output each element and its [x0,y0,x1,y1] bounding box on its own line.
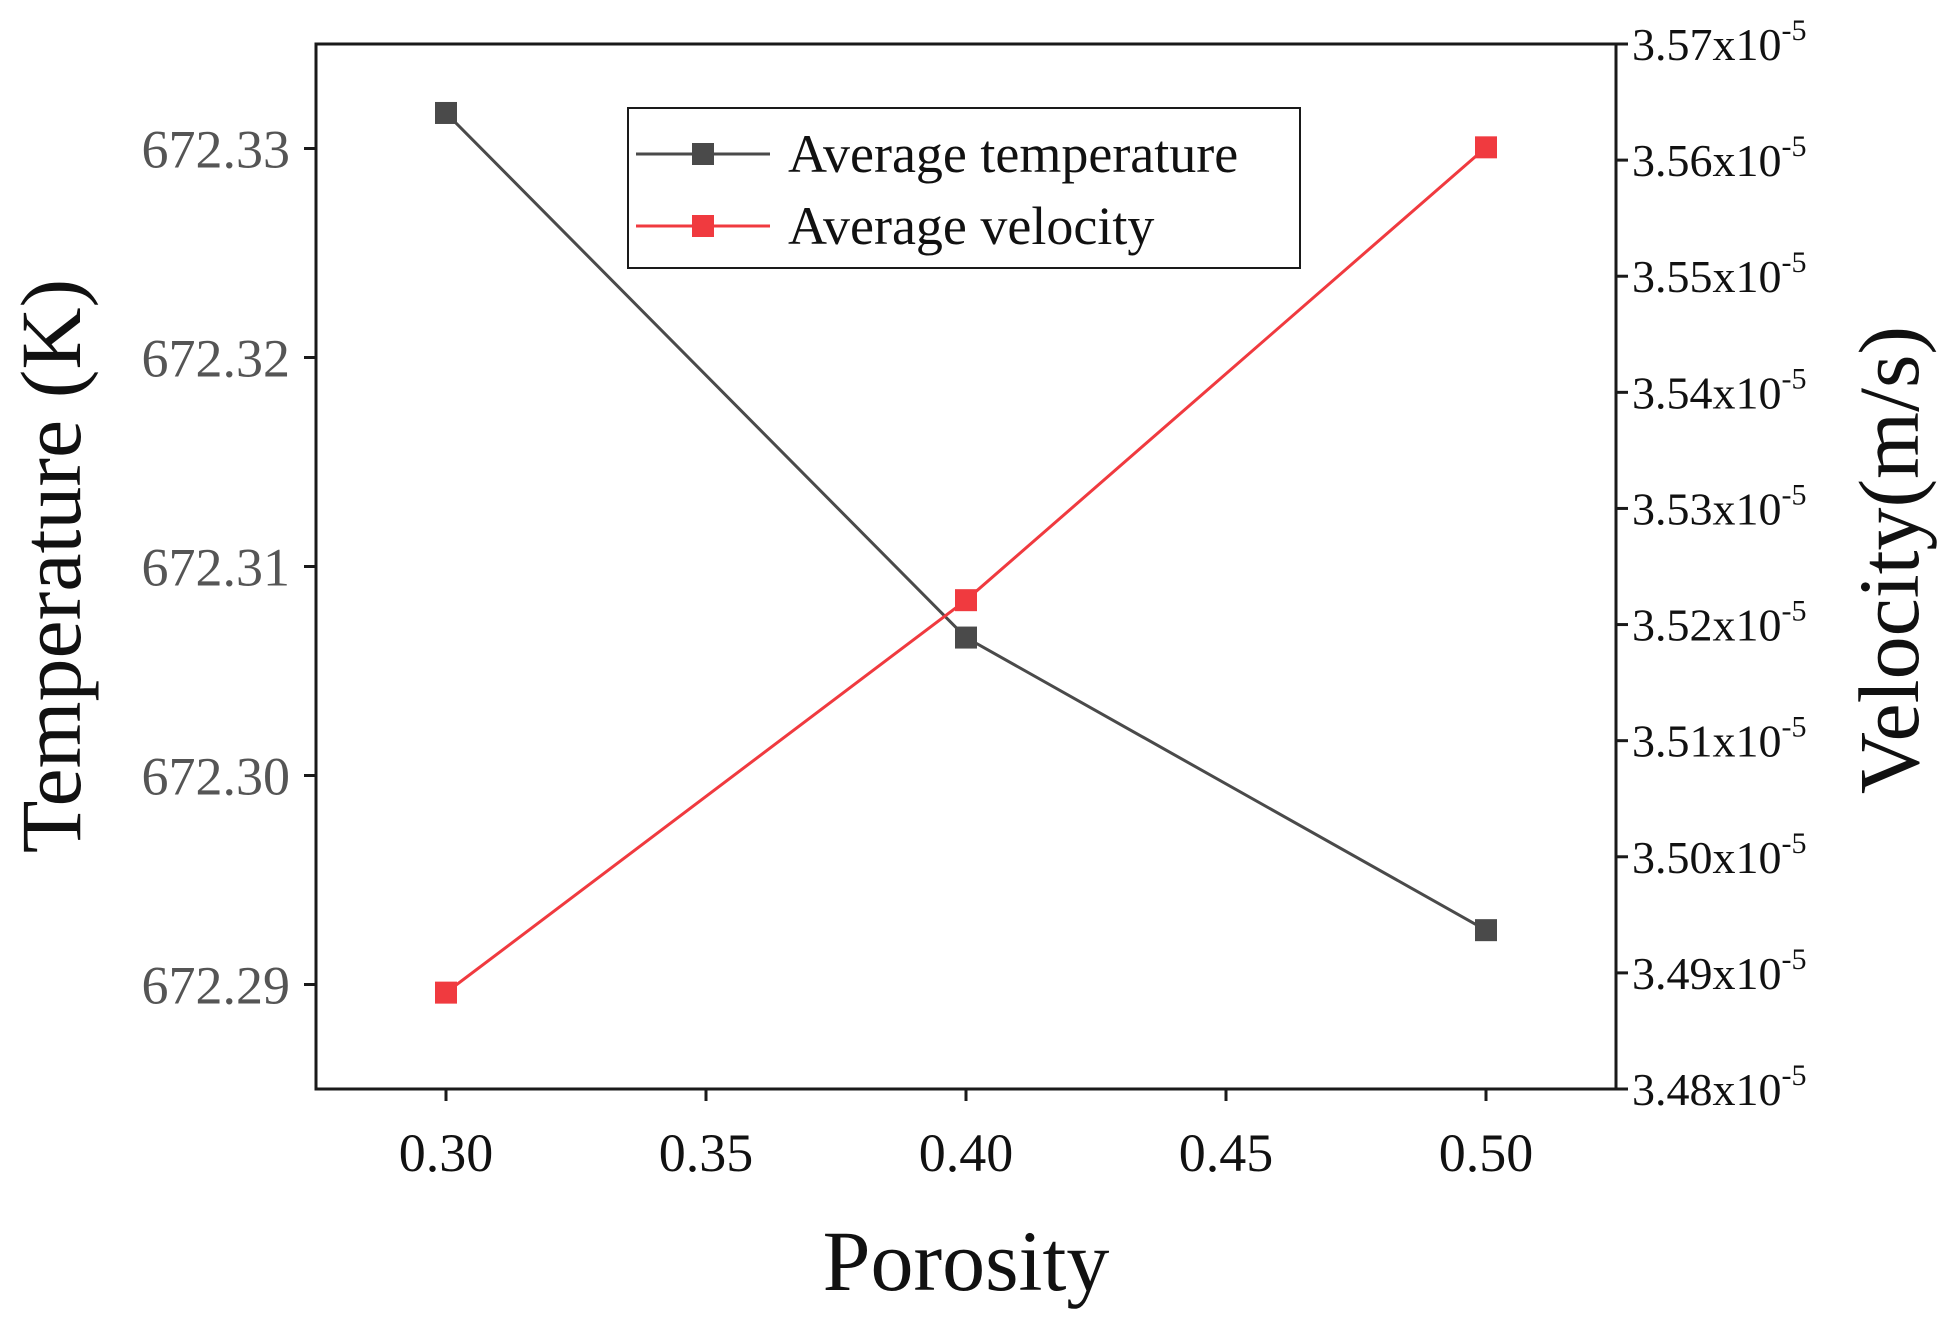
legend: Average temperature Average velocity [627,107,1301,269]
legend-label-velocity: Average velocity [788,196,1154,256]
left-y-tick-label: 672.30 [142,747,291,807]
average-velocity-point [435,981,457,1004]
left-y-axis-ticks: 672.29 672.30 672.31 672.32 672.33 [142,120,316,1016]
left-y-axis-title: Temperature (K) [3,279,99,853]
legend-marker-temperature [692,143,714,165]
average-temperature-point [435,101,457,124]
left-y-tick-label: 672.31 [142,538,291,598]
right-y-axis-title: Velocity(m/s) [1841,326,1937,794]
x-tick-label: 0.45 [1179,1123,1274,1183]
left-y-tick-label: 672.32 [142,329,291,389]
left-y-tick-label: 672.29 [142,956,291,1016]
x-tick-label: 0.40 [919,1123,1014,1183]
left-y-tick-label: 672.33 [142,120,291,180]
average-velocity-point [1475,136,1497,159]
average-temperature-point [955,626,977,649]
average-temperature-point [1475,919,1497,942]
x-axis-title: Porosity [823,1213,1110,1309]
x-tick-label: 0.50 [1439,1123,1534,1183]
right-y-tick-label: 3.51x10-5 [1632,711,1807,767]
average-velocity-point [955,589,977,612]
legend-box [627,107,1301,269]
legend-label-temperature: Average temperature [788,124,1238,184]
x-tick-label: 0.30 [399,1123,494,1183]
right-y-tick-label: 3.50x10-5 [1632,827,1807,883]
right-y-tick-label: 3.57x10-5 [1632,14,1807,70]
x-axis-ticks: 0.30 0.35 0.40 0.45 0.50 [399,1089,1534,1183]
x-tick-label: 0.35 [659,1123,754,1183]
right-y-tick-label: 3.56x10-5 [1632,130,1807,186]
right-y-tick-label: 3.48x10-5 [1632,1059,1807,1115]
average-velocity-line [445,146,1487,994]
right-y-tick-label: 3.54x10-5 [1632,362,1807,418]
series-layer [435,101,1497,1004]
legend-marker-velocity [692,215,714,237]
right-y-axis-ticks: 3.48x10-5 3.49x10-5 3.50x10-5 3.51x10-5 3.52… [1616,14,1807,1115]
right-y-tick-label: 3.53x10-5 [1632,478,1807,534]
right-y-tick-label: 3.55x10-5 [1632,246,1807,302]
right-y-tick-label: 3.49x10-5 [1632,943,1807,999]
right-y-tick-label: 3.52x10-5 [1632,595,1807,651]
